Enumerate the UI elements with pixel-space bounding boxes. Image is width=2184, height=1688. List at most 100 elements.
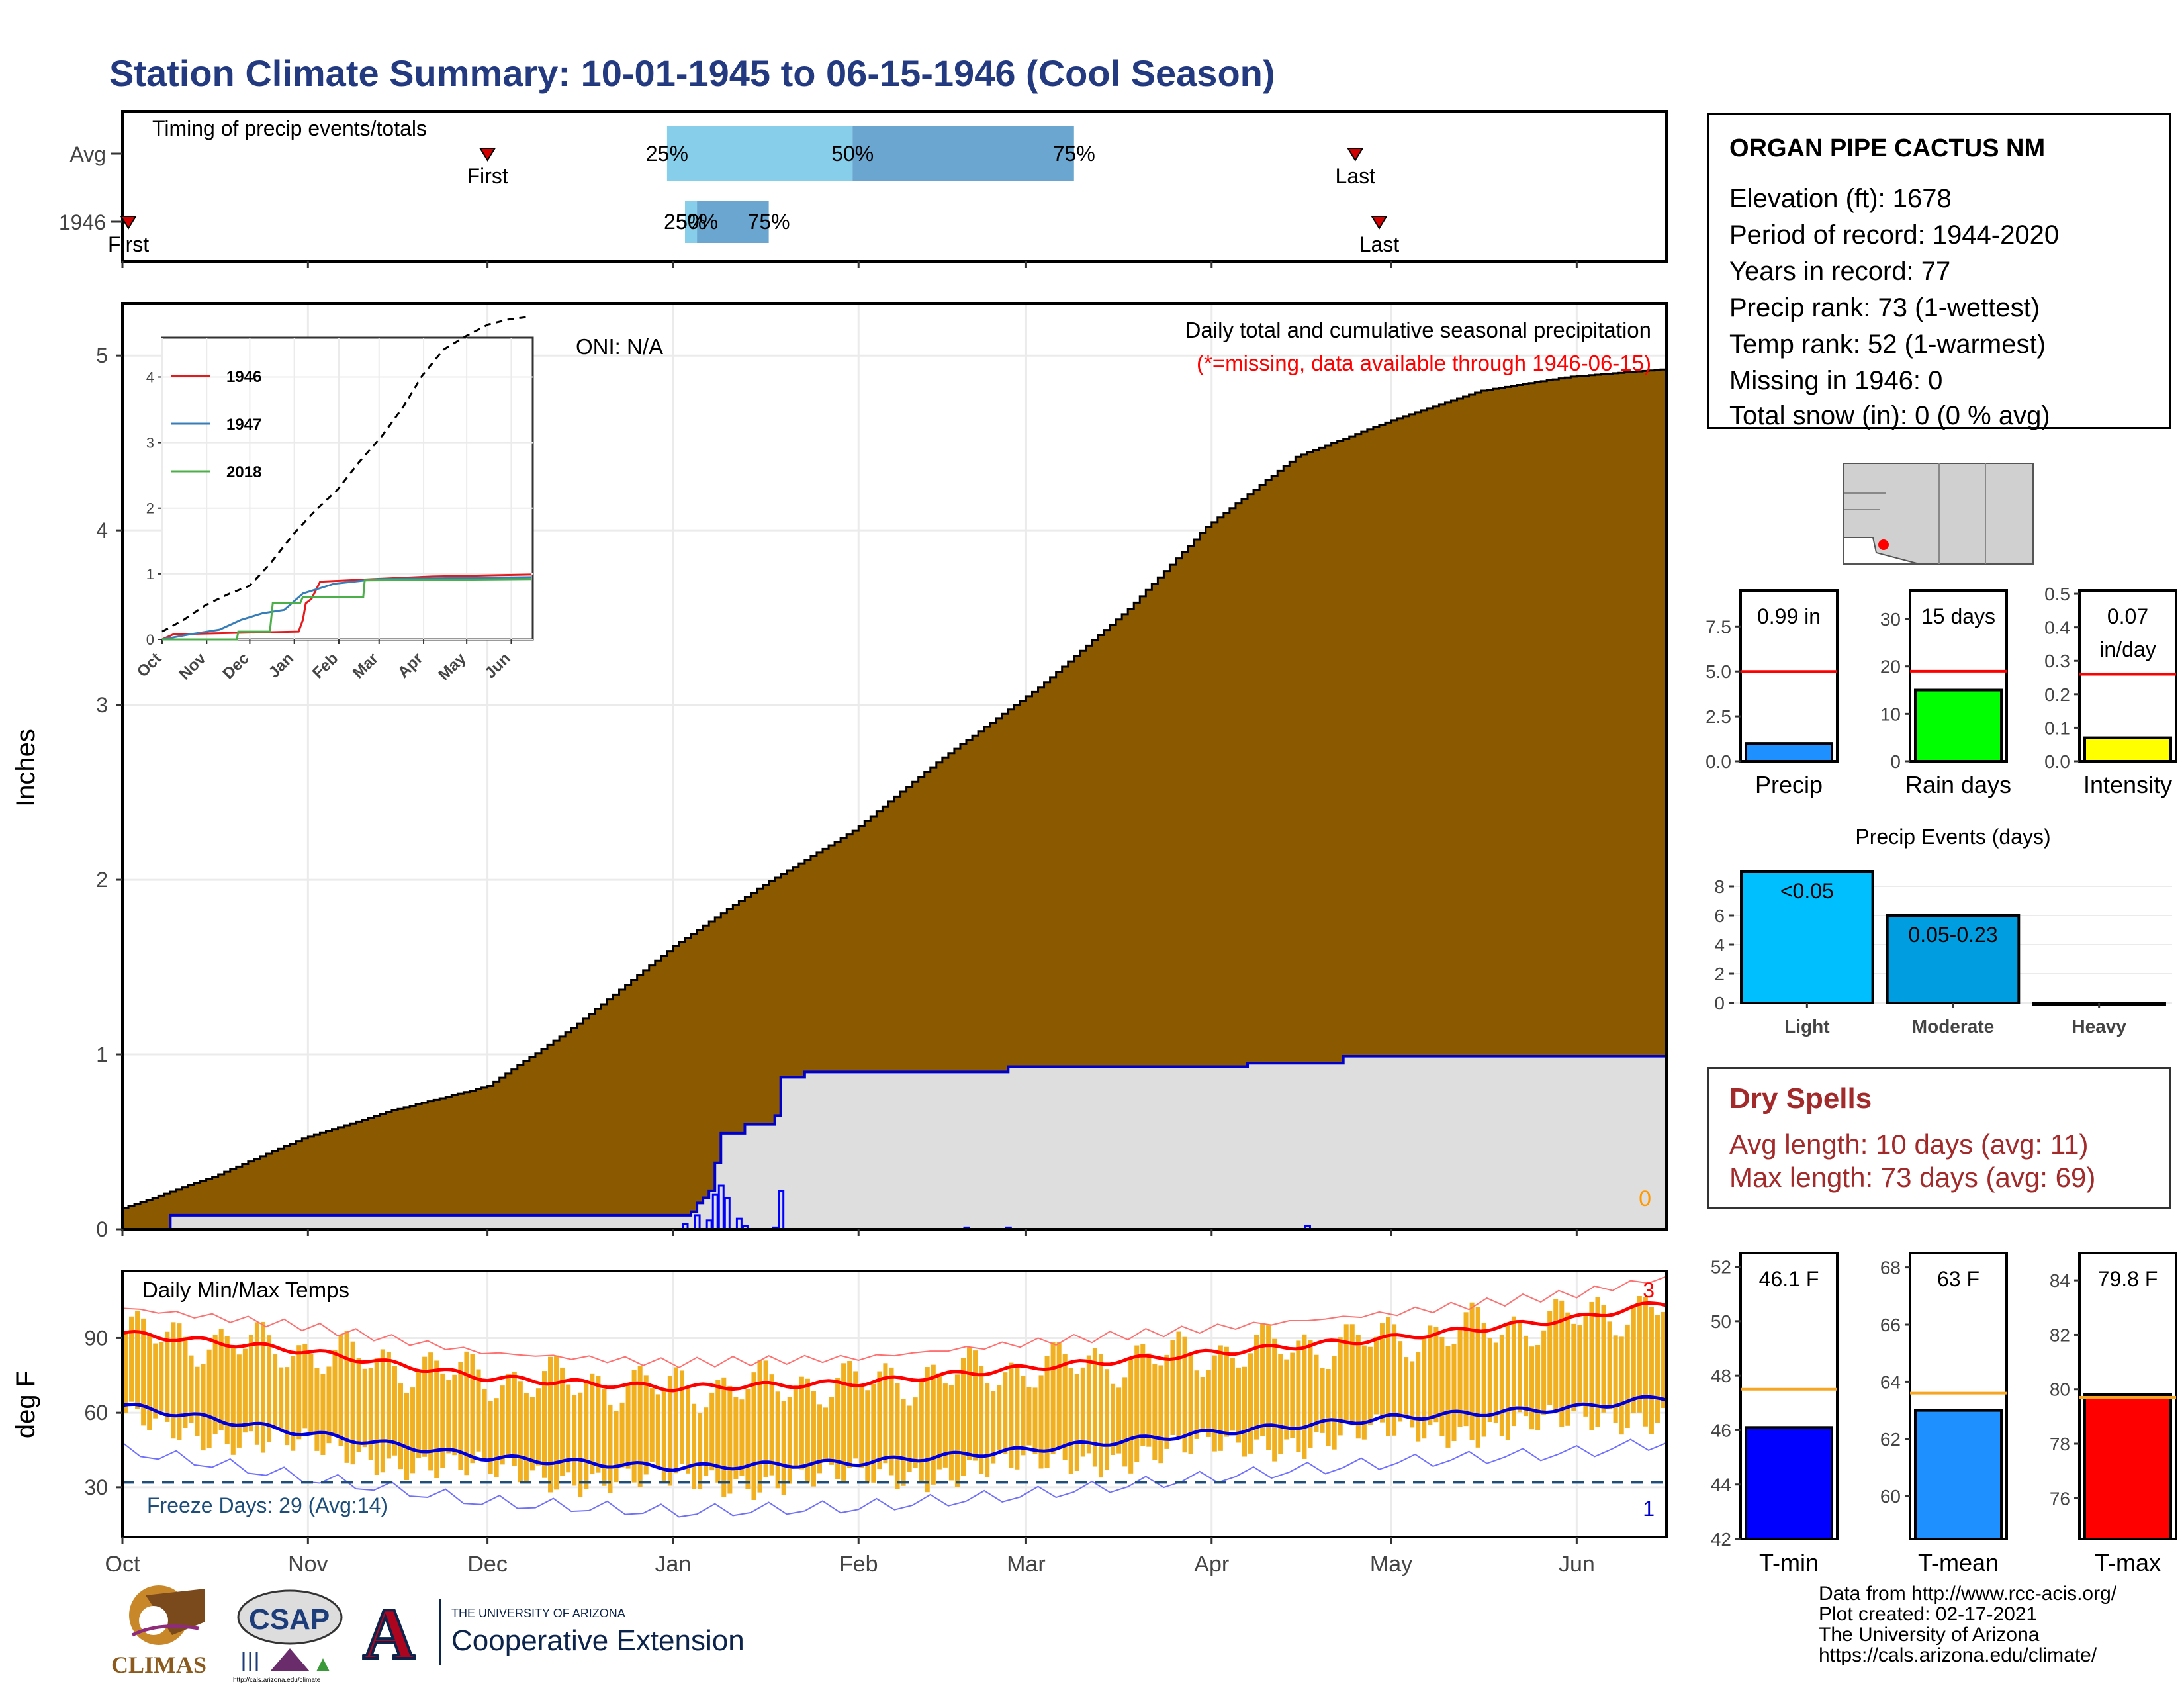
daily-temp-bar: [973, 1350, 978, 1461]
daily-temp-bar: [727, 1385, 733, 1494]
daily-temp-bar: [1355, 1335, 1361, 1439]
summary-bar-tick-label: 64: [1880, 1372, 1901, 1392]
daily-temp-bar: [1104, 1369, 1110, 1471]
daily-temp-bar: [775, 1391, 780, 1489]
daily-temp-bar: [332, 1350, 338, 1436]
daily-temp-bar: [1254, 1335, 1259, 1440]
dry-spells-avg: Avg length: 10 days (avg: 11): [1729, 1129, 2089, 1160]
daily-temp-bar: [673, 1367, 678, 1474]
daily-temp-bar: [967, 1347, 972, 1460]
events-x-tick-label: Moderate: [1912, 1016, 1994, 1037]
events-y-tick-label: 8: [1714, 876, 1725, 897]
daily-temp-bar: [386, 1352, 391, 1459]
temp-background: [122, 1271, 1666, 1537]
credit-line: The University of Arizona: [1819, 1624, 2040, 1646]
precip-y-tick-label: 5: [96, 344, 108, 367]
summary-bar-tick-label: 76: [2050, 1488, 2070, 1509]
timing-first-label: First: [467, 164, 508, 188]
daily-temp-bar: [925, 1367, 930, 1493]
daily-temp-bar: [380, 1349, 385, 1473]
summary-bar-value: [2083, 1393, 2172, 1541]
daily-temp-bar: [1589, 1301, 1594, 1430]
record-high-count: 3: [1643, 1278, 1655, 1302]
daily-temp-bar: [1445, 1346, 1451, 1448]
daily-temp-bar: [1553, 1299, 1559, 1413]
dry-spells-box: Dry Spells Avg length: 10 days (avg: 11)…: [1707, 1067, 2171, 1209]
summary-bar-value-label2: in/day: [2099, 637, 2156, 661]
daily-temp-bar: [1511, 1316, 1516, 1427]
daily-temp-bar: [1565, 1312, 1570, 1426]
daily-temp-bar: [709, 1392, 715, 1471]
daily-temp-bar: [1428, 1325, 1433, 1425]
daily-temp-bar: [889, 1367, 894, 1476]
daily-temp-bar: [835, 1378, 841, 1479]
daily-temp-bar: [518, 1381, 523, 1483]
daily-temp-bar: [1158, 1365, 1163, 1464]
daily-temp-bar: [434, 1360, 439, 1479]
timing-q50-label: 50%: [676, 210, 718, 234]
summary-bar-tick-label: 42: [1711, 1529, 1731, 1550]
summary-bar-tick-label: 2.5: [1706, 706, 1731, 727]
timing-bar-q50-q75: [852, 126, 1074, 181]
freeze-days-label: Freeze Days: 29 (Avg:14): [147, 1493, 388, 1517]
station-elevation: Elevation (ft): 1678: [1729, 184, 1952, 213]
daily-temp-bar: [1212, 1355, 1217, 1452]
daily-temp-bar: [1224, 1346, 1229, 1437]
precip-events-panel: 0 2 4 6 8 <0.05 Light 0.05-0.23 Moderate Heavy Pre…: [1714, 825, 2172, 1037]
inset-series-line: [162, 578, 531, 641]
summary-bar-tick-label: 80: [2050, 1380, 2070, 1400]
daily-temp-bar: [859, 1384, 864, 1468]
daily-temp-bar: [248, 1335, 253, 1432]
climas-logo-text: CLIMAS: [111, 1652, 206, 1678]
daily-temp-bar: [883, 1363, 888, 1464]
ua-line1: THE UNIVERSITY OF ARIZONA: [451, 1607, 625, 1620]
daily-temp-bar: [1182, 1336, 1187, 1453]
inset-y-tick-label: 4: [146, 369, 154, 385]
daily-temp-bar: [619, 1402, 625, 1468]
summary-bar-tick-label: 0.1: [2044, 718, 2070, 738]
timing-q75-label: 75%: [748, 210, 790, 234]
daily-temp-bar: [410, 1387, 416, 1474]
daily-temp-bar: [1308, 1340, 1313, 1448]
daily-temp-bar: [667, 1376, 672, 1486]
timing-bar-q50-q75: [697, 201, 769, 243]
daily-temp-bar: [1026, 1387, 1032, 1446]
daily-temp-bar: [1481, 1323, 1486, 1437]
daily-temp-bar: [1631, 1307, 1636, 1414]
precip-y-tick-label: 3: [96, 693, 108, 717]
daily-temp-bar: [1613, 1335, 1618, 1423]
daily-temp-bar: [350, 1341, 355, 1465]
summary-bar-value: [1745, 1426, 1833, 1540]
daily-temp-bar: [919, 1380, 924, 1481]
daily-temp-bar: [1236, 1367, 1241, 1443]
avg-max-line: [122, 1301, 1667, 1393]
daily-temp-bar: [482, 1389, 487, 1458]
daily-temp-bar: [279, 1367, 284, 1430]
daily-temp-bar: [1475, 1307, 1480, 1448]
daily-temp-bar: [1625, 1324, 1630, 1428]
daily-temp-bar: [829, 1397, 835, 1465]
temp-y-tick-label: 60: [84, 1401, 108, 1425]
daily-temp-bar: [314, 1368, 320, 1451]
daily-temp-bar: [721, 1377, 727, 1497]
avg-min-line: [122, 1395, 1667, 1472]
temperature-panel: Daily Min/Max Temps Freeze Days: 29 (Avg:…: [11, 1270, 1668, 1577]
daily-temp-bar: [805, 1378, 810, 1483]
daily-temp-bar: [960, 1358, 966, 1476]
daily-temp-bar: [1571, 1323, 1576, 1412]
daily-temp-bar: [1392, 1324, 1397, 1436]
daily-temp-bar: [440, 1373, 445, 1468]
timing-last-marker: [1371, 216, 1388, 230]
daily-temp-bar: [356, 1358, 361, 1452]
daily-temp-bar: [470, 1354, 475, 1464]
timing-first-marker: [120, 216, 137, 230]
daily-temp-bar: [698, 1413, 703, 1489]
summary-bar-title: T-mean: [1918, 1549, 1999, 1576]
daily-temp-bar: [291, 1356, 296, 1451]
daily-temp-bar: [147, 1333, 152, 1430]
daily-temp-bar: [936, 1373, 942, 1470]
temp-x-tick-label: Oct: [105, 1552, 140, 1577]
daily-temp-bar: [1218, 1345, 1223, 1451]
daily-temp-bar: [464, 1351, 469, 1476]
